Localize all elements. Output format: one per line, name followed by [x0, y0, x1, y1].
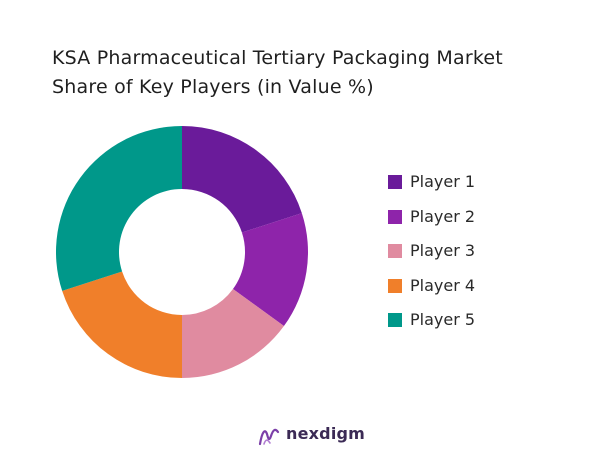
- legend-swatch: [388, 209, 402, 224]
- donut-slice-player-3: [182, 289, 284, 378]
- chart-title: KSA Pharmaceutical Tertiary Packaging Ma…: [52, 44, 572, 102]
- legend-swatch: [388, 244, 402, 258]
- donut-slice-player-1: [182, 126, 302, 233]
- chart-title-line-2: Share of Key Players (in Value %): [52, 76, 374, 98]
- legend-label: Player 1: [410, 172, 476, 191]
- legend-swatch: [388, 278, 402, 293]
- donut-slice-player-4: [62, 271, 182, 378]
- chart-title-line-1: KSA Pharmaceutical Tertiary Packaging Ma…: [52, 47, 503, 69]
- donut-slice-player-5: [55, 126, 182, 291]
- nexdigm-logo-icon: [258, 428, 280, 446]
- legend-label: Player 3: [410, 241, 476, 260]
- legend-swatch: [388, 175, 402, 189]
- legend-label: Player 2: [410, 206, 476, 226]
- donut-slice-player-2: [232, 213, 309, 327]
- legend-swatch: [388, 313, 402, 327]
- brand-name: nexdigm: [286, 424, 366, 443]
- legend-label: Player 4: [410, 275, 476, 295]
- legend-label: Player 5: [410, 310, 476, 329]
